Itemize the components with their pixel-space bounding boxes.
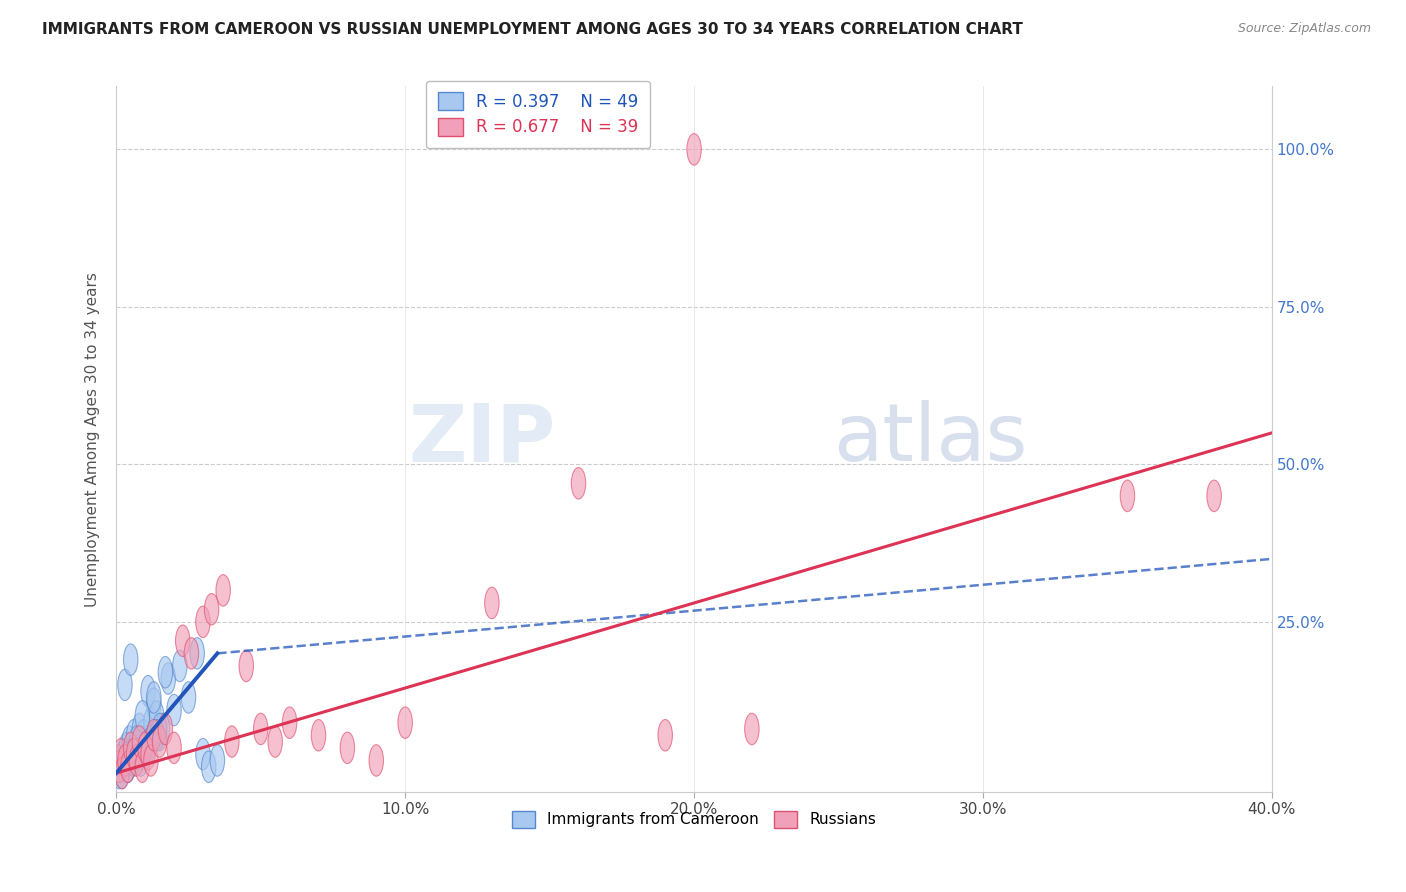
Ellipse shape: [181, 681, 195, 714]
Ellipse shape: [118, 745, 132, 776]
Ellipse shape: [209, 745, 225, 776]
Ellipse shape: [115, 757, 129, 789]
Ellipse shape: [132, 714, 146, 745]
Ellipse shape: [152, 726, 167, 757]
Text: IMMIGRANTS FROM CAMEROON VS RUSSIAN UNEMPLOYMENT AMONG AGES 30 TO 34 YEARS CORRE: IMMIGRANTS FROM CAMEROON VS RUSSIAN UNEM…: [42, 22, 1024, 37]
Ellipse shape: [745, 714, 759, 745]
Ellipse shape: [162, 663, 176, 694]
Ellipse shape: [143, 707, 157, 739]
Ellipse shape: [149, 700, 165, 732]
Ellipse shape: [195, 606, 209, 638]
Ellipse shape: [141, 675, 155, 707]
Ellipse shape: [1121, 480, 1135, 512]
Ellipse shape: [135, 751, 149, 782]
Ellipse shape: [571, 467, 586, 499]
Ellipse shape: [121, 751, 135, 782]
Ellipse shape: [125, 745, 139, 776]
Ellipse shape: [120, 732, 134, 764]
Ellipse shape: [173, 650, 187, 681]
Ellipse shape: [167, 694, 181, 726]
Ellipse shape: [131, 726, 145, 757]
Ellipse shape: [132, 739, 146, 770]
Ellipse shape: [115, 751, 129, 782]
Ellipse shape: [129, 745, 143, 776]
Ellipse shape: [311, 720, 326, 751]
Ellipse shape: [141, 739, 155, 770]
Ellipse shape: [138, 732, 152, 764]
Ellipse shape: [134, 745, 148, 776]
Ellipse shape: [122, 726, 136, 757]
Ellipse shape: [111, 745, 125, 776]
Ellipse shape: [138, 726, 152, 757]
Ellipse shape: [269, 726, 283, 757]
Ellipse shape: [157, 714, 173, 745]
Ellipse shape: [157, 657, 173, 688]
Ellipse shape: [340, 732, 354, 764]
Ellipse shape: [114, 739, 128, 770]
Y-axis label: Unemployment Among Ages 30 to 34 years: Unemployment Among Ages 30 to 34 years: [86, 272, 100, 607]
Ellipse shape: [688, 134, 702, 165]
Ellipse shape: [217, 574, 231, 606]
Ellipse shape: [127, 745, 141, 776]
Ellipse shape: [146, 681, 162, 714]
Ellipse shape: [128, 732, 142, 764]
Ellipse shape: [152, 720, 167, 751]
Ellipse shape: [368, 745, 384, 776]
Ellipse shape: [135, 700, 149, 732]
Ellipse shape: [155, 714, 170, 745]
Ellipse shape: [127, 739, 141, 770]
Legend: Immigrants from Cameroon, Russians: Immigrants from Cameroon, Russians: [506, 805, 883, 834]
Ellipse shape: [114, 745, 128, 776]
Ellipse shape: [117, 739, 131, 770]
Ellipse shape: [283, 707, 297, 739]
Text: Source: ZipAtlas.com: Source: ZipAtlas.com: [1237, 22, 1371, 36]
Ellipse shape: [127, 720, 141, 751]
Ellipse shape: [121, 751, 135, 782]
Ellipse shape: [152, 714, 167, 745]
Ellipse shape: [141, 732, 155, 764]
Ellipse shape: [658, 720, 672, 751]
Ellipse shape: [149, 720, 165, 751]
Ellipse shape: [118, 745, 132, 776]
Ellipse shape: [115, 757, 129, 789]
Ellipse shape: [138, 732, 152, 764]
Ellipse shape: [121, 751, 135, 782]
Ellipse shape: [184, 638, 198, 669]
Ellipse shape: [124, 739, 138, 770]
Ellipse shape: [195, 739, 209, 770]
Ellipse shape: [146, 688, 162, 720]
Ellipse shape: [124, 732, 138, 764]
Ellipse shape: [204, 593, 219, 625]
Ellipse shape: [111, 751, 125, 782]
Ellipse shape: [485, 587, 499, 619]
Ellipse shape: [118, 669, 132, 700]
Ellipse shape: [1206, 480, 1222, 512]
Text: ZIP: ZIP: [408, 401, 555, 478]
Ellipse shape: [129, 739, 143, 770]
Ellipse shape: [167, 732, 181, 764]
Ellipse shape: [132, 726, 146, 757]
Ellipse shape: [201, 751, 217, 782]
Ellipse shape: [398, 707, 412, 739]
Ellipse shape: [143, 726, 157, 757]
Ellipse shape: [239, 650, 253, 681]
Ellipse shape: [143, 745, 157, 776]
Ellipse shape: [112, 757, 127, 789]
Ellipse shape: [190, 638, 204, 669]
Ellipse shape: [124, 644, 138, 675]
Ellipse shape: [176, 625, 190, 657]
Ellipse shape: [136, 720, 150, 751]
Ellipse shape: [129, 726, 143, 757]
Ellipse shape: [112, 751, 127, 782]
Ellipse shape: [225, 726, 239, 757]
Text: atlas: atlas: [832, 401, 1028, 478]
Ellipse shape: [253, 714, 269, 745]
Ellipse shape: [146, 720, 162, 751]
Ellipse shape: [135, 732, 149, 764]
